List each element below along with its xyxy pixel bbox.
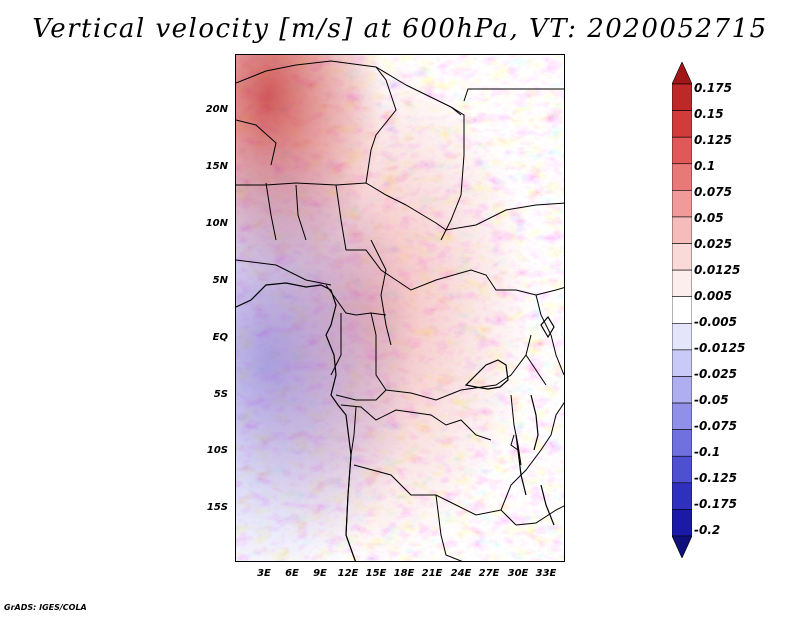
colorbar-segment [672, 429, 692, 457]
colorbar-segment [672, 402, 692, 430]
colorbar-segment [672, 190, 692, 218]
colorbar-label: 0.005 [694, 289, 732, 303]
colorbar-label: 0.0125 [694, 263, 741, 277]
colorbar-segment [672, 110, 692, 138]
lon-label-21e: 21E [421, 568, 443, 579]
colorbar-segment [672, 509, 692, 537]
colorbar-label: -0.175 [694, 497, 737, 511]
colorbar-label: -0.075 [694, 419, 737, 433]
lat-label-5s: 5S [213, 389, 228, 400]
map-plot-area [235, 54, 565, 562]
lat-label-eq: EQ [212, 332, 228, 343]
lat-label-5n: 5N [212, 275, 228, 286]
colorbar-label: 0.1 [694, 159, 716, 173]
colorbar-label: 0.025 [694, 237, 732, 251]
lon-label-30e: 30E [507, 568, 529, 579]
colorbar-segment [672, 455, 692, 484]
colorbar-label: -0.025 [694, 367, 737, 381]
colorbar-label: 0.05 [694, 211, 724, 225]
map-title: Vertical velocity [m/s] at 600hPa, VT: 2… [32, 14, 768, 44]
colorbar-segment [672, 62, 692, 85]
lon-label-3e: 3E [257, 568, 271, 579]
colorbar-segment [672, 243, 692, 271]
colorbar-label: -0.0125 [694, 341, 746, 355]
colorbar-segment [672, 349, 692, 377]
lat-label-15s: 15S [206, 502, 228, 513]
grads-credit: GrADS: IGES/COLA [4, 603, 87, 612]
colorbar-label: 0.15 [694, 107, 724, 121]
velocity-field-map [236, 55, 564, 561]
colorbar-segment [672, 216, 692, 244]
lat-label-10s: 10S [206, 445, 228, 456]
colorbar-segment [672, 376, 692, 404]
lon-label-9e: 9E [313, 568, 327, 579]
colorbar-label: 0.125 [694, 133, 732, 147]
lon-label-27e: 27E [478, 568, 500, 579]
lon-label-24e: 24E [450, 568, 472, 579]
colorbar-segment [672, 269, 692, 298]
colorbar-label: -0.05 [694, 393, 729, 407]
lat-label-20n: 20N [205, 104, 228, 115]
colorbar-label: 0.075 [694, 185, 732, 199]
lon-label-33e: 33E [535, 568, 557, 579]
colorbar-label: -0.1 [694, 445, 721, 459]
colorbar-label: 0.175 [694, 81, 732, 95]
colorbar-segment [672, 535, 692, 558]
colorbar-label: -0.005 [694, 315, 737, 329]
colorbar-segment [672, 136, 692, 165]
coastline [236, 282, 555, 561]
colorbar-segment [672, 83, 692, 111]
colorbar-segment [672, 163, 692, 191]
lon-label-18e: 18E [393, 568, 415, 579]
colorbar-segment [672, 296, 692, 324]
colorbar-label: -0.2 [694, 523, 721, 537]
colorbar-segment [672, 482, 692, 510]
colorbar [672, 62, 692, 558]
lon-label-6e: 6E [285, 568, 299, 579]
lat-label-10n: 10N [205, 218, 228, 229]
lon-label-15e: 15E [365, 568, 387, 579]
lon-label-12e: 12E [337, 568, 359, 579]
colorbar-segment [672, 322, 692, 351]
lat-label-15n: 15N [205, 161, 228, 172]
colorbar-label: -0.125 [694, 471, 737, 485]
